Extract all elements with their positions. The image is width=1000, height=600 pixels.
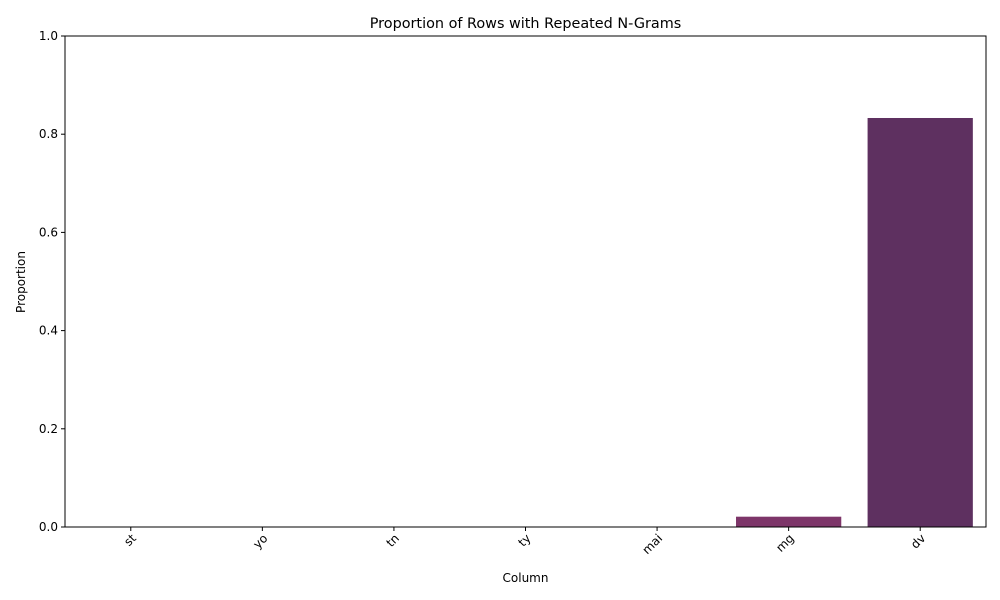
y-tick-label: 0.4 — [39, 324, 58, 338]
y-tick-label: 0.2 — [39, 422, 58, 436]
bar-dv — [867, 117, 973, 527]
y-tick-label: 1.0 — [39, 29, 58, 43]
y-tick-label: 0.6 — [39, 225, 58, 239]
y-tick-label: 0.0 — [39, 520, 58, 534]
y-tick-label: 0.8 — [39, 127, 58, 141]
axes-frame — [64, 35, 987, 528]
chart-title: Proportion of Rows with Repeated N-Grams — [370, 16, 681, 32]
x-axis-label: Column — [503, 571, 549, 585]
y-axis-label: Proportion — [14, 251, 28, 313]
bars-group — [736, 117, 973, 527]
bar-mg — [736, 516, 842, 527]
y-axis-ticks: 0.0 0.2 0.4 0.6 0.8 1.0 — [39, 29, 65, 534]
